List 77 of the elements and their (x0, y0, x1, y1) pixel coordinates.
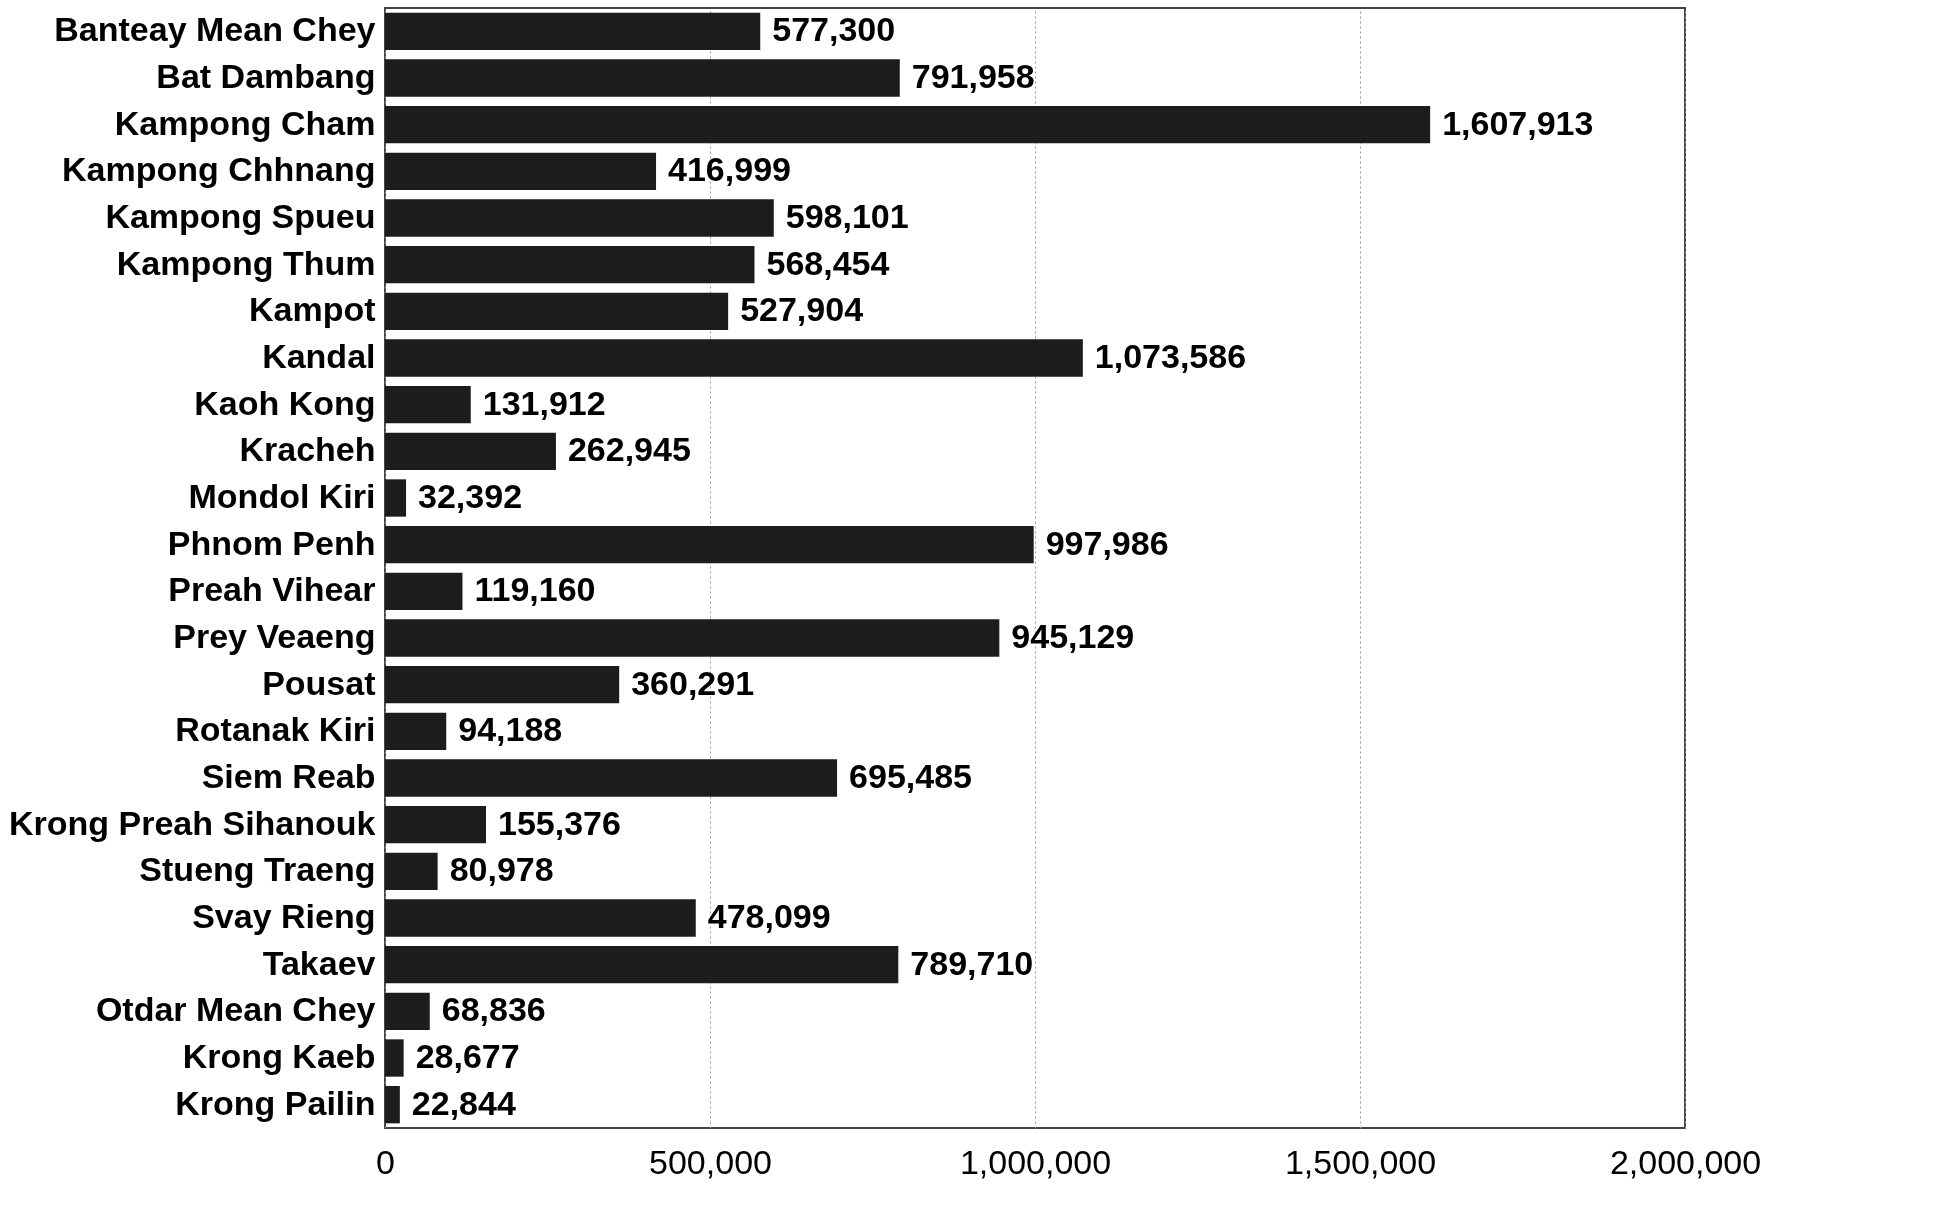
bar (385, 12, 761, 50)
bar (385, 199, 774, 237)
y-tick-label: Kampong Spueu (105, 197, 376, 235)
bar (385, 339, 1083, 377)
bar (385, 106, 1431, 144)
bar (385, 1039, 404, 1077)
data-label: 262,945 (567, 430, 691, 469)
data-label: 131,912 (482, 383, 606, 422)
bar (385, 992, 430, 1030)
y-tick-label: Kaoh Kong (194, 383, 376, 422)
y-tick-label: Kampong Thum (116, 243, 376, 282)
bar (385, 526, 1034, 564)
bar (385, 152, 657, 190)
x-tick-label: 2,000,000 (1609, 1142, 1762, 1181)
bar (385, 479, 407, 517)
y-tick-label: Stueng Traeng (139, 850, 376, 889)
data-label: 695,485 (849, 757, 972, 795)
y-tick-label: Krong Preah Sihanouk (9, 803, 376, 842)
bar (385, 712, 447, 750)
y-tick-label: Krong Kaeb (182, 1037, 376, 1075)
x-tick-label: 500,000 (649, 1142, 772, 1181)
bar (385, 852, 438, 890)
y-tick-label: Bat Dambang (156, 57, 376, 95)
bar (385, 899, 696, 937)
data-label: 997,986 (1045, 523, 1169, 562)
bar (385, 292, 729, 330)
bar (385, 759, 838, 797)
bar (385, 386, 471, 424)
y-tick-label: Pousat (262, 663, 376, 702)
y-tick-label: Banteay Mean Chey (54, 10, 376, 49)
bar (385, 806, 486, 844)
data-label: 22,844 (411, 1083, 516, 1122)
bar (385, 619, 1000, 657)
data-label: 478,099 (707, 897, 831, 935)
data-label: 598,101 (785, 197, 909, 235)
y-tick-label: Kampong Chhnang (61, 150, 376, 189)
data-label: 80,978 (449, 850, 554, 889)
y-tick-label: Mondol Kiri (188, 477, 376, 515)
x-tick-label: 1,500,000 (1284, 1142, 1437, 1181)
data-label: 527,904 (740, 290, 864, 329)
y-tick-label: Prey Veaeng (173, 617, 376, 655)
bar (385, 432, 556, 470)
data-label: 94,188 (458, 710, 563, 749)
data-label: 791,958 (911, 57, 1035, 95)
data-label: 28,677 (415, 1037, 520, 1075)
y-tick-label: Kandal (262, 337, 376, 375)
y-tick-label: Siem Reab (201, 757, 376, 795)
bar (385, 946, 899, 984)
y-tick-label: Kampot (248, 290, 376, 329)
bar (385, 666, 620, 704)
y-tick-label: Svay Rieng (192, 897, 376, 935)
x-tick-label: 0 (376, 1142, 395, 1181)
y-tick-label: Takaev (262, 943, 376, 982)
data-label: 1,607,913 (1442, 103, 1594, 142)
bar (385, 572, 463, 610)
y-tick-label: Kampong Cham (114, 103, 376, 142)
data-label: 945,129 (1011, 617, 1135, 655)
data-label: 1,073,586 (1094, 337, 1247, 375)
data-label: 155,376 (497, 803, 621, 842)
bar (385, 59, 900, 97)
data-label: 577,300 (772, 10, 896, 49)
data-label: 68,836 (441, 990, 546, 1029)
data-label: 416,999 (668, 150, 791, 189)
data-label: 789,710 (910, 943, 1034, 982)
data-label: 568,454 (766, 243, 890, 282)
y-tick-label: Kracheh (239, 430, 376, 469)
y-tick-label: Rotanak Kiri (175, 710, 376, 749)
data-label: 360,291 (631, 663, 755, 702)
data-label: 119,160 (474, 570, 596, 609)
x-tick-label: 1,000,000 (959, 1142, 1112, 1181)
y-tick-label: Otdar Mean Chey (95, 990, 376, 1029)
bar (385, 1086, 400, 1124)
y-tick-label: Krong Pailin (175, 1083, 376, 1122)
data-label: 32,392 (418, 477, 523, 515)
y-tick-label: Phnom Penh (167, 523, 376, 562)
y-tick-label: Preah Vihear (168, 570, 376, 609)
bar (385, 246, 755, 284)
